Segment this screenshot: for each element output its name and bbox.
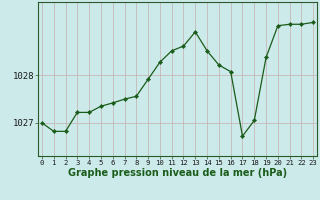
X-axis label: Graphe pression niveau de la mer (hPa): Graphe pression niveau de la mer (hPa): [68, 168, 287, 178]
